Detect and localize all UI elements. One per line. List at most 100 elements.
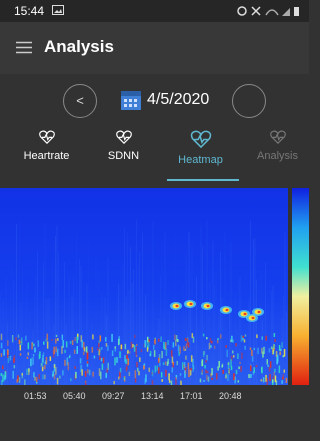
heatmap-texture: [136, 344, 138, 346]
heatmap-texture: [126, 355, 128, 359]
heatmap-texture: [32, 357, 34, 365]
heatmap-texture: [2, 374, 4, 382]
heatmap-texture: [267, 365, 269, 367]
heatmap-texture: [235, 343, 237, 346]
heatmap-texture: [205, 360, 207, 362]
heatmap-texture: [165, 370, 167, 377]
heatmap-texture: [33, 344, 35, 347]
heatmap-texture: [233, 355, 235, 357]
heatmap-texture: [160, 336, 162, 341]
heatmap-texture: [15, 337, 16, 340]
heatmap-texture: [211, 378, 213, 380]
heatmap-texture: [68, 362, 70, 370]
heatmap-texture: [243, 336, 245, 338]
heatmap-texture: [201, 372, 203, 375]
heatmap-texture: [25, 336, 27, 341]
heatmap-texture: [39, 354, 41, 359]
next-button[interactable]: [232, 84, 266, 118]
heatmap-texture: [10, 356, 12, 361]
heatmap-texture: [280, 349, 282, 351]
tab[interactable]: Analysis: [239, 130, 316, 162]
heatmap-texture: [97, 348, 99, 350]
menu-button[interactable]: [16, 41, 32, 54]
heatmap-texture: [99, 349, 101, 355]
heart-icon: [39, 131, 54, 143]
heatmap-texture: [113, 381, 115, 384]
tab[interactable]: Heatmap: [162, 130, 239, 166]
time-label: 01:53: [24, 391, 47, 401]
tab-label: SDNN: [108, 150, 139, 162]
heatmap-texture: [178, 345, 180, 352]
heatmap-texture: [281, 342, 283, 348]
heatmap-texture: [210, 338, 212, 343]
heatmap-texture: [47, 334, 49, 341]
heatmap-texture: [186, 344, 188, 349]
tab-indicator: [167, 179, 239, 181]
heatmap-texture: [112, 350, 114, 356]
heatmap-texture: [258, 311, 261, 313]
heatmap-texture: [114, 357, 116, 365]
heatmap-texture: [57, 349, 59, 357]
prev-button[interactable]: <: [63, 84, 97, 118]
heatmap-texture: [34, 347, 36, 352]
heatmap-texture: [115, 346, 117, 352]
heatmap-texture: [267, 359, 269, 364]
heatmap-texture: [236, 370, 238, 374]
heatmap-texture: [154, 350, 156, 357]
heatmap-texture: [274, 372, 276, 376]
heatmap-texture: [248, 374, 250, 378]
heatmap-texture: [208, 377, 210, 382]
heatmap-texture: [167, 340, 169, 345]
heatmap-texture: [251, 350, 253, 356]
heatmap-texture: [105, 373, 107, 378]
heatmap-texture: [141, 349, 143, 352]
heatmap-texture: [92, 372, 94, 377]
heatmap-texture: [55, 367, 57, 375]
heatmap-texture: [172, 362, 174, 367]
heatmap-texture: [180, 381, 182, 385]
heatmap-texture: [38, 340, 40, 347]
heatmap-texture: [1, 334, 3, 340]
heatmap-texture: [80, 358, 82, 363]
heatmap-texture: [250, 374, 252, 378]
tab[interactable]: SDNN: [85, 130, 162, 162]
heatmap-texture: [21, 373, 23, 375]
heatmap-texture: [207, 305, 210, 307]
heatmap-texture: [44, 365, 46, 369]
heatmap-texture: [217, 366, 219, 370]
heart-icon: [116, 131, 131, 143]
heatmap-texture: [135, 370, 137, 378]
heatmap-texture: [47, 341, 49, 348]
heatmap-texture: [209, 343, 211, 349]
tab-label: Heatmap: [178, 154, 223, 166]
heatmap-texture: [46, 357, 48, 365]
tab[interactable]: Heartrate: [8, 130, 85, 162]
heatmap-texture: [144, 340, 146, 347]
heatmap-texture: [257, 348, 259, 354]
heatmap-texture: [100, 371, 102, 379]
heatmap-texture: [271, 346, 273, 349]
heatmap-texture: [20, 353, 22, 356]
heatmap-texture: [175, 377, 177, 385]
heatmap-texture: [148, 368, 150, 372]
calendar-icon[interactable]: [120, 89, 142, 111]
heatmap-texture: [152, 380, 154, 385]
heatmap-texture: [13, 358, 15, 363]
heatmap-texture: [119, 351, 121, 358]
heatmap-texture: [220, 334, 222, 338]
heatmap-texture: [62, 370, 64, 375]
heatmap-texture: [279, 365, 281, 373]
heatmap-texture: [125, 359, 127, 364]
heatmap-texture: [101, 358, 103, 361]
heatmap-texture: [135, 347, 137, 355]
app-bar: Analysis: [0, 22, 309, 74]
heatmap-texture: [284, 369, 286, 372]
heatmap-texture: [167, 362, 169, 366]
heatmap-texture: [28, 369, 30, 375]
heatmap-texture: [267, 378, 269, 385]
heatmap-texture: [171, 381, 173, 385]
heatmap-texture: [102, 364, 104, 370]
heatmap-texture: [274, 339, 276, 342]
heatmap-texture: [20, 345, 22, 351]
heatmap-texture: [57, 338, 59, 341]
